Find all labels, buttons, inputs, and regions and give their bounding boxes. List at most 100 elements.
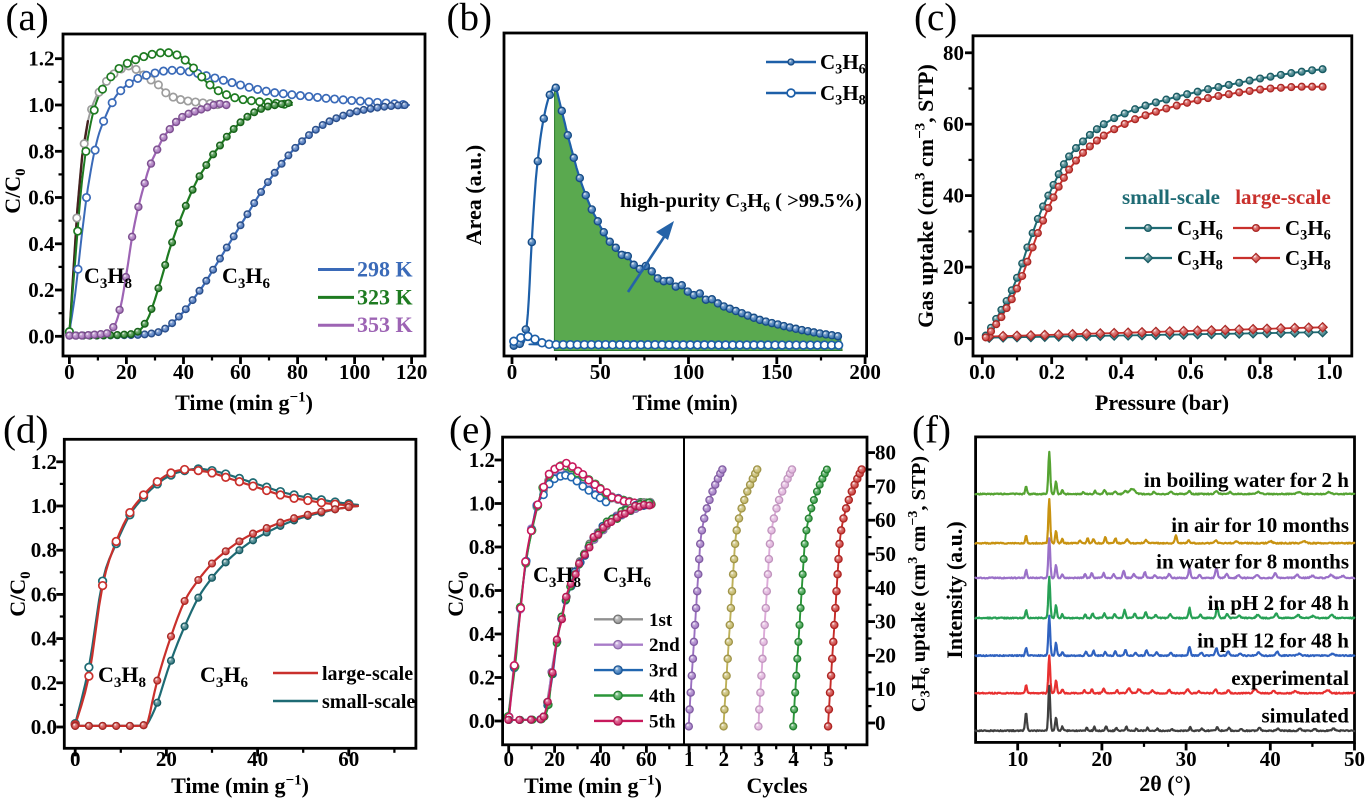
svg-text:0.4: 0.4	[1108, 360, 1135, 384]
svg-text:50: 50	[1344, 747, 1365, 771]
svg-text:0: 0	[507, 360, 518, 384]
svg-text:50: 50	[590, 360, 611, 384]
svg-text:40: 40	[590, 747, 611, 771]
svg-text:C3H8: C3H8	[1177, 246, 1223, 274]
svg-text:C3H6: C3H6	[200, 662, 249, 691]
svg-text:in pH 2 for 48 h: in pH 2 for 48 h	[1208, 591, 1350, 615]
svg-text:2nd: 2nd	[649, 635, 680, 656]
svg-text:40: 40	[875, 576, 896, 600]
svg-text:60: 60	[875, 508, 896, 532]
svg-text:Time (min g−1): Time (min g−1)	[171, 773, 309, 798]
svg-text:5: 5	[823, 747, 834, 771]
svg-text:0.2: 0.2	[469, 666, 495, 690]
svg-text:4: 4	[788, 747, 799, 771]
svg-text:0: 0	[875, 711, 886, 735]
svg-text:0.4: 0.4	[31, 627, 58, 651]
svg-text:60: 60	[943, 112, 964, 136]
svg-text:C3H6: C3H6	[222, 263, 271, 292]
svg-text:0.8: 0.8	[28, 139, 54, 163]
svg-text:323 K: 323 K	[357, 284, 413, 309]
svg-text:3rd: 3rd	[649, 661, 678, 682]
svg-text:1.0: 1.0	[469, 492, 495, 516]
svg-text:Time (min g−1): Time (min g−1)	[524, 773, 662, 798]
svg-text:(a): (a)	[6, 0, 49, 39]
svg-text:C3H6: C3H6	[820, 50, 866, 78]
svg-text:10: 10	[875, 677, 896, 701]
svg-text:0.4: 0.4	[28, 232, 55, 256]
svg-text:0.0: 0.0	[28, 324, 54, 348]
svg-text:40: 40	[1260, 747, 1281, 771]
svg-text:(f): (f)	[912, 409, 951, 452]
svg-text:3: 3	[754, 747, 765, 771]
svg-text:large-scale: large-scale	[1235, 185, 1331, 209]
svg-text:C/C0: C/C0	[0, 168, 29, 213]
svg-text:0.8: 0.8	[469, 535, 495, 559]
svg-text:C3H8: C3H8	[1285, 246, 1331, 274]
svg-text:353 K: 353 K	[357, 312, 413, 337]
svg-text:80: 80	[943, 41, 964, 65]
svg-text:20: 20	[544, 747, 565, 771]
svg-text:(e): (e)	[449, 409, 492, 452]
svg-text:0.0: 0.0	[969, 360, 995, 384]
svg-text:20: 20	[1091, 747, 1112, 771]
svg-text:0.6: 0.6	[28, 186, 54, 210]
svg-text:high-purity C3H6 ( >99.5%): high-purity C3H6 ( >99.5%)	[620, 190, 862, 216]
svg-text:80: 80	[287, 360, 308, 384]
svg-text:20: 20	[875, 643, 896, 667]
svg-text:0: 0	[954, 327, 965, 351]
svg-text:Area (a.u.): Area (a.u.)	[461, 145, 486, 245]
svg-text:40: 40	[943, 184, 964, 208]
svg-text:Pressure (bar): Pressure (bar)	[1095, 390, 1229, 415]
svg-text:298 K: 298 K	[357, 257, 413, 282]
svg-text:in air for 10 months: in air for 10 months	[1171, 513, 1349, 537]
svg-text:20: 20	[943, 255, 964, 279]
svg-text:C3H6: C3H6	[603, 562, 652, 591]
svg-text:1.0: 1.0	[28, 93, 54, 117]
svg-text:(d): (d)	[3, 409, 48, 452]
svg-text:20: 20	[116, 360, 137, 384]
svg-text:1: 1	[684, 747, 695, 771]
svg-text:1.2: 1.2	[28, 47, 54, 71]
svg-text:0: 0	[64, 360, 75, 384]
svg-text:C3H8: C3H8	[98, 662, 146, 691]
svg-text:1.0: 1.0	[31, 494, 57, 518]
svg-text:0.2: 0.2	[1039, 360, 1065, 384]
svg-text:C3H8: C3H8	[820, 81, 866, 109]
svg-text:0: 0	[70, 747, 81, 771]
svg-text:0.6: 0.6	[1177, 360, 1203, 384]
svg-text:0: 0	[503, 747, 514, 771]
svg-text:60: 60	[338, 747, 359, 771]
svg-text:50: 50	[875, 542, 896, 566]
svg-text:small-scale: small-scale	[1122, 185, 1220, 209]
svg-text:30: 30	[1176, 747, 1197, 771]
svg-text:80: 80	[875, 441, 896, 465]
svg-text:0.2: 0.2	[31, 671, 57, 695]
svg-text:1.2: 1.2	[469, 448, 495, 472]
svg-text:C3H8: C3H8	[533, 562, 581, 591]
svg-text:C3H8: C3H8	[84, 263, 132, 292]
svg-text:100: 100	[673, 360, 705, 384]
svg-text:1.0: 1.0	[1316, 360, 1342, 384]
svg-text:C3H6: C3H6	[1285, 216, 1331, 244]
svg-text:in pH 12 for 48 h: in pH 12 for 48 h	[1197, 629, 1349, 653]
svg-text:120: 120	[396, 360, 428, 384]
svg-text:0.0: 0.0	[31, 715, 57, 739]
svg-text:Time (min): Time (min)	[632, 390, 737, 415]
svg-text:in water for 8 months: in water for 8 months	[1156, 550, 1349, 574]
svg-text:(c): (c)	[914, 0, 957, 39]
svg-text:small-scale: small-scale	[322, 691, 415, 713]
svg-text:C3H6 uptake (cm3 cm−3, STP): C3H6 uptake (cm3 cm−3, STP)	[906, 456, 933, 712]
svg-text:0.0: 0.0	[469, 709, 495, 733]
svg-text:C/C0: C/C0	[443, 571, 472, 616]
svg-text:100: 100	[339, 360, 371, 384]
svg-text:0.2: 0.2	[28, 278, 54, 302]
svg-text:40: 40	[173, 360, 194, 384]
svg-text:10: 10	[1007, 747, 1028, 771]
svg-text:30: 30	[875, 610, 896, 634]
svg-text:4th: 4th	[649, 686, 676, 707]
svg-text:1st: 1st	[649, 610, 673, 631]
svg-text:60: 60	[230, 360, 251, 384]
svg-text:20: 20	[156, 747, 177, 771]
svg-text:0.6: 0.6	[31, 582, 57, 606]
svg-text:in boiling water for 2 h: in boiling water for 2 h	[1144, 468, 1349, 492]
